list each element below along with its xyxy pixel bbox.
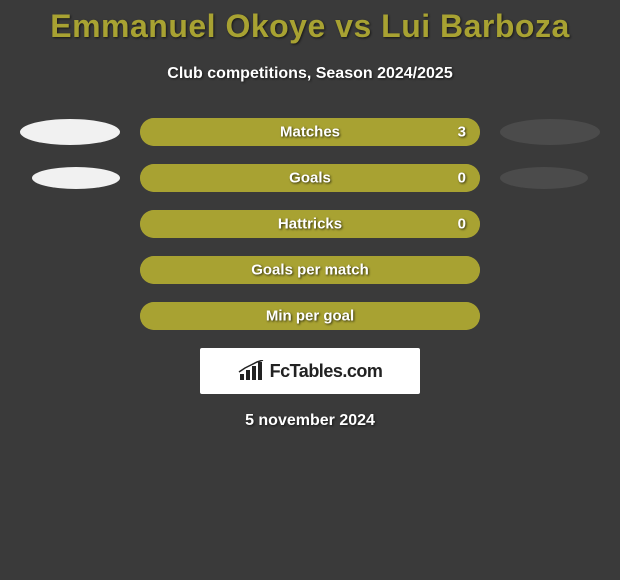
stat-bar: Matches 3	[140, 118, 480, 146]
stat-value: 3	[458, 124, 466, 141]
stat-label: Min per goal	[266, 308, 354, 325]
stat-row: Min per goal	[0, 302, 620, 330]
stat-bar: Hattricks 0	[140, 210, 480, 238]
left-ellipse-icon	[32, 167, 120, 189]
stat-row: Goals per match	[0, 256, 620, 284]
stat-value: 0	[458, 170, 466, 187]
page-subtitle: Club competitions, Season 2024/2025	[0, 65, 620, 83]
page-title: Emmanuel Okoye vs Lui Barboza	[0, 8, 620, 45]
stat-label: Goals	[289, 170, 331, 187]
stat-bar: Min per goal	[140, 302, 480, 330]
left-ellipse-icon	[20, 119, 120, 145]
right-ellipse-icon	[500, 167, 588, 189]
stat-row: Goals 0	[0, 164, 620, 192]
stat-rows: Matches 3 Goals 0 Hattricks 0 Goals per match M…	[0, 118, 620, 330]
stat-row: Hattricks 0	[0, 210, 620, 238]
stat-row: Matches 3	[0, 118, 620, 146]
stat-bar: Goals per match	[140, 256, 480, 284]
stat-label: Goals per match	[251, 262, 369, 279]
stat-label: Hattricks	[278, 216, 342, 233]
bar-chart-icon	[238, 360, 264, 382]
stat-value: 0	[458, 216, 466, 233]
stat-bar: Goals 0	[140, 164, 480, 192]
logo-box: FcTables.com	[200, 348, 420, 394]
date-line: 5 november 2024	[0, 412, 620, 430]
right-ellipse-icon	[500, 119, 600, 145]
logo-text: FcTables.com	[270, 361, 383, 382]
infographic-container: Emmanuel Okoye vs Lui Barboza Club compe…	[0, 0, 620, 430]
stat-label: Matches	[280, 124, 340, 141]
